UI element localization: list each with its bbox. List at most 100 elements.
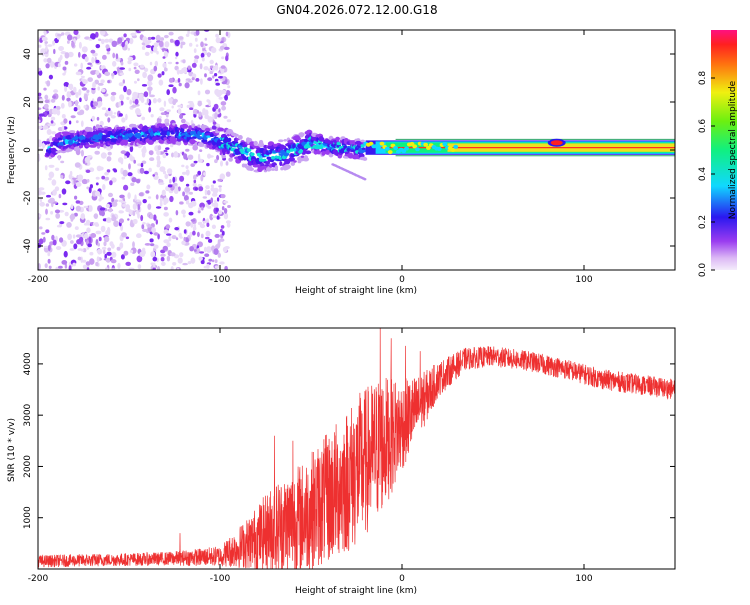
noise-speck: [81, 46, 88, 53]
noise-speck: [197, 170, 202, 176]
ridge-core: [250, 152, 255, 157]
noise-speck: [147, 203, 152, 210]
noise-speck: [74, 63, 78, 67]
noise-speck: [143, 170, 149, 175]
noise-speck: [56, 109, 61, 116]
noise-speck: [42, 236, 46, 243]
noise-speck: [208, 238, 213, 243]
noise-speck: [215, 37, 221, 44]
colorbar-tick-label: 0.2: [698, 215, 708, 229]
noise-speck: [110, 115, 116, 119]
noise-speck: [100, 152, 107, 159]
noise-speck: [81, 87, 88, 91]
noise-speck: [48, 171, 55, 179]
ridge-blob: [302, 157, 310, 162]
noise-speck: [127, 218, 130, 221]
noise-speck: [70, 204, 74, 210]
noise-speck: [110, 259, 117, 264]
noise-speck: [225, 55, 229, 62]
noise-speck: [153, 65, 158, 72]
noise-speck: [148, 196, 152, 199]
noise-speck: [97, 82, 104, 86]
noise-speck: [47, 252, 51, 257]
noise-speck: [119, 94, 125, 101]
noise-speck: [73, 30, 79, 35]
noise-speck: [168, 98, 174, 103]
noise-speck: [38, 44, 42, 48]
noise-speck: [73, 86, 77, 93]
noise-speck: [67, 233, 72, 240]
ridge-blob: [298, 132, 305, 137]
noise-speck: [166, 168, 173, 175]
noise-speck: [169, 195, 174, 203]
noise-speck: [212, 180, 216, 184]
noise-speck: [38, 187, 45, 191]
noise-speck: [46, 80, 51, 87]
y-tick-label: 0: [23, 147, 33, 153]
noise-speck: [66, 97, 71, 102]
noise-speck: [175, 61, 179, 65]
noise-speck: [75, 182, 82, 187]
ridge-blob: [257, 142, 265, 148]
noise-speck: [175, 237, 179, 241]
noise-speck: [77, 256, 82, 261]
noise-speck: [149, 214, 154, 219]
noise-speck: [43, 103, 49, 109]
noise-speck: [212, 189, 218, 195]
noise-speck: [43, 245, 49, 249]
noise-speck: [64, 60, 69, 65]
noise-speck: [165, 147, 170, 150]
noise-speck: [130, 32, 137, 36]
noise-speck: [118, 113, 123, 117]
noise-speck: [152, 98, 157, 104]
noise-speck: [142, 71, 148, 79]
noise-speck: [220, 194, 226, 199]
noise-speck: [90, 33, 96, 40]
noise-speck: [214, 73, 218, 77]
noise-speck: [223, 208, 228, 214]
noise-speck: [220, 160, 223, 167]
noise-speck: [211, 224, 216, 229]
noise-speck: [153, 232, 159, 236]
noise-speck: [98, 38, 102, 42]
noise-speck: [182, 262, 188, 266]
noise-speck: [86, 186, 90, 190]
noise-speck: [123, 155, 127, 160]
noise-speck: [148, 150, 154, 156]
noise-speck: [104, 253, 107, 259]
noise-speck: [96, 248, 103, 255]
noise-speck: [80, 62, 83, 69]
x-tick-label: -100: [210, 275, 231, 285]
carrier-blob: [436, 146, 442, 151]
noise-speck: [226, 119, 232, 123]
noise-speck: [73, 243, 78, 250]
noise-speck: [63, 118, 68, 124]
noise-speck: [64, 263, 68, 269]
noise-speck: [141, 160, 147, 165]
noise-speck: [47, 258, 51, 264]
noise-speck: [186, 104, 191, 109]
noise-speck: [162, 153, 167, 159]
noise-speck: [134, 80, 137, 84]
noise-speck: [103, 93, 109, 97]
noise-speck: [132, 210, 136, 217]
noise-speck: [150, 114, 154, 118]
noise-speck: [148, 167, 152, 173]
noise-speck: [221, 81, 227, 85]
noise-speck: [81, 259, 87, 263]
ridge-blob: [279, 161, 283, 167]
noise-speck: [42, 125, 49, 130]
noise-speck: [178, 82, 182, 87]
noise-speck: [147, 36, 152, 41]
noise-speck: [127, 192, 131, 200]
noise-speck: [184, 186, 191, 193]
noise-speck: [48, 265, 52, 269]
noise-speck: [85, 219, 91, 226]
noise-speck: [144, 51, 150, 57]
noise-speck: [114, 199, 118, 203]
noise-speck: [71, 41, 75, 48]
ridge-blob: [224, 136, 229, 142]
noise-speck: [41, 142, 46, 149]
noise-speck: [161, 189, 166, 196]
noise-speck: [224, 94, 229, 101]
